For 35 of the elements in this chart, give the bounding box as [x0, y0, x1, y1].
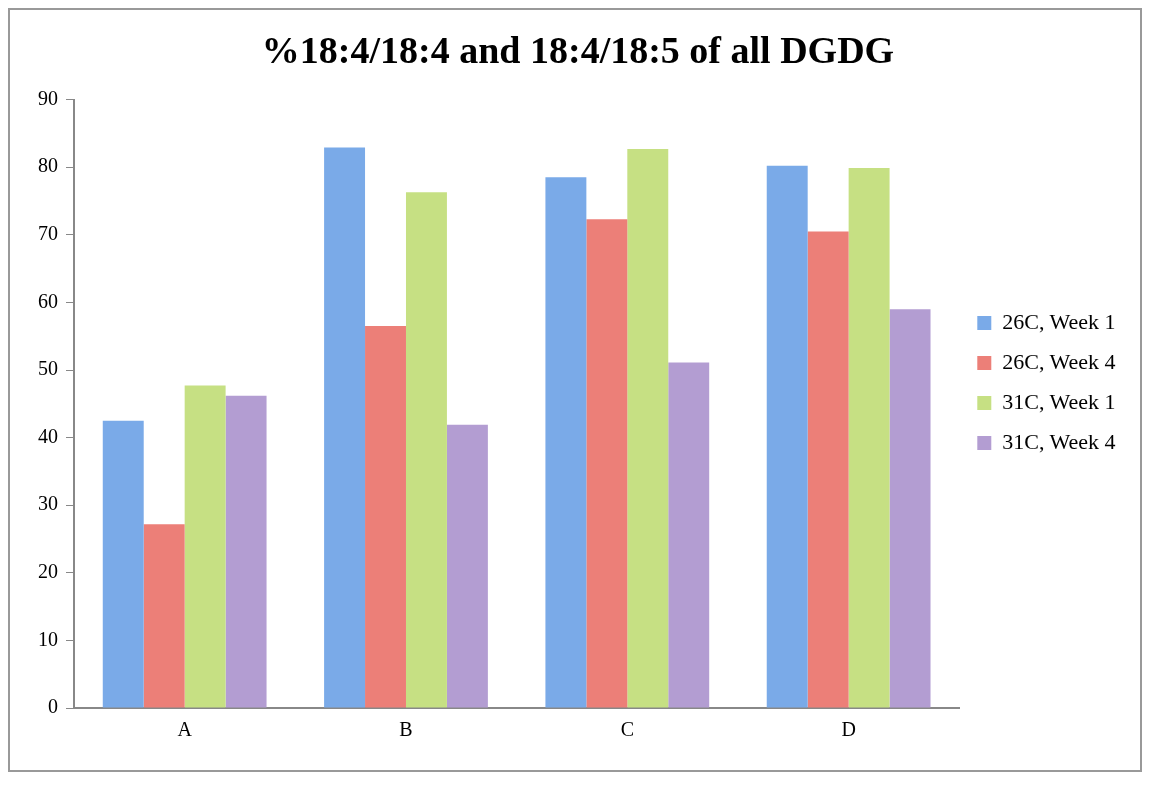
bar — [405, 192, 447, 708]
y-tick-label: 80 — [38, 154, 58, 177]
bar — [848, 167, 890, 708]
bar — [184, 385, 226, 708]
bar — [766, 165, 808, 708]
y-tick-label: 70 — [38, 222, 58, 245]
y-tick-label: 0 — [48, 695, 58, 718]
legend-label: 31C, Week 4 — [1002, 428, 1116, 454]
x-tick-label: C — [620, 718, 634, 741]
bar — [807, 231, 849, 708]
bar — [545, 177, 587, 708]
bar — [143, 524, 185, 708]
y-tick-label: 20 — [38, 560, 58, 583]
bar — [889, 309, 931, 708]
y-tick-label: 60 — [38, 289, 58, 312]
y-tick-label: 90 — [38, 86, 58, 109]
bar — [586, 219, 628, 708]
x-tick-label: B — [399, 718, 413, 741]
y-tick-label: 50 — [38, 357, 58, 380]
x-tick-label: A — [177, 718, 193, 741]
bar — [446, 424, 488, 708]
legend-label: 26C, Week 4 — [1002, 348, 1116, 374]
bar — [102, 420, 144, 708]
bar — [627, 148, 669, 708]
bar — [668, 362, 710, 708]
legend-label: 31C, Week 1 — [1002, 388, 1116, 414]
bar — [365, 326, 406, 708]
bar — [324, 147, 366, 708]
y-tick-label: 40 — [38, 424, 58, 447]
bar — [225, 395, 267, 708]
legend-label: 26C, Week 1 — [1002, 308, 1116, 334]
y-tick-label: 30 — [38, 492, 58, 515]
x-tick-label: D — [841, 718, 856, 741]
y-tick-label: 10 — [38, 627, 58, 650]
chart-title: %18:4/18:4 and 18:4/18:5 of all DGDG — [261, 28, 895, 71]
